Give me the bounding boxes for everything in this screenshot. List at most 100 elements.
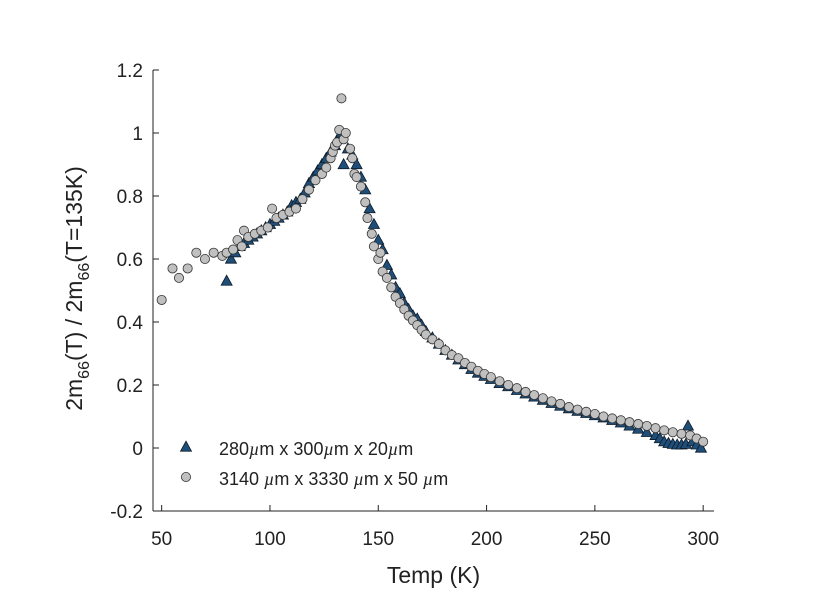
legend-label-part: µ — [388, 439, 398, 459]
legend-label-part: 280 — [219, 439, 249, 459]
y-tick-label: 0.4 — [117, 313, 144, 334]
circle-point — [667, 427, 678, 438]
y-tick-label: 1 — [132, 124, 143, 145]
circle-point — [624, 417, 635, 428]
circle-point — [267, 203, 278, 214]
circle-point — [589, 408, 600, 419]
circle-point — [563, 402, 574, 413]
legend-marker — [180, 471, 191, 482]
circle-point — [650, 423, 661, 434]
circle-point — [615, 415, 626, 426]
legend-label-part: m x 300 — [259, 439, 323, 459]
x-tick-label: 50 — [151, 529, 172, 550]
circle-point — [351, 172, 362, 183]
y-tick-label: 1.2 — [117, 61, 143, 82]
circle-point — [633, 419, 644, 430]
legend-label-part: m x 50 — [364, 469, 423, 489]
circle-point — [529, 390, 540, 401]
circle-point — [362, 213, 373, 224]
triangle-point — [363, 201, 376, 214]
circle-point — [698, 436, 709, 447]
circle-point — [366, 228, 377, 239]
legend-label-part: 3140 — [219, 469, 264, 489]
triangle-point — [640, 425, 654, 437]
x-tick-label: 150 — [362, 529, 394, 550]
circle-point — [182, 263, 193, 274]
circle-point — [511, 383, 522, 394]
circle-point — [537, 393, 548, 404]
circle-point — [236, 241, 247, 252]
legend-label-part: m — [398, 439, 413, 459]
legend-item: 3140 µm x 3330 µm x 50 µm — [180, 469, 448, 489]
circle-point — [360, 197, 371, 208]
circle-point — [355, 181, 366, 192]
circle-point — [303, 184, 314, 195]
x-axis-label: Temp (K) — [387, 562, 480, 588]
triangle-point — [367, 217, 381, 229]
legend-label-part: m x 20 — [334, 439, 388, 459]
circle-point — [368, 241, 379, 252]
legend-label: 3140 µm x 3330 µm x 50 µm — [219, 469, 448, 489]
legend-label: 280µm x 300µm x 20µm — [219, 439, 413, 459]
circle-point — [336, 93, 347, 104]
x-ticks: 50 100 150 200 250 300 — [151, 505, 719, 550]
y-axis-label: 2m66(T) / 2m66(T=135K) — [61, 166, 93, 411]
y-label-part: (T) / 2m — [61, 281, 87, 362]
series-circles — [156, 93, 709, 447]
legend-label-part: µ — [323, 439, 333, 459]
circle-point — [167, 263, 178, 274]
legend-marker — [179, 440, 193, 452]
legend-item: 280µm x 300µm x 20µm — [179, 439, 413, 459]
circle-point — [191, 247, 202, 258]
circle-point — [572, 404, 583, 415]
axes: 50 100 150 200 250 300 -0.2 0 0.2 0.4 0.6 0.8 1 1.2 — [110, 61, 719, 550]
legend-label-part: m — [433, 469, 448, 489]
circle-point — [520, 386, 531, 397]
circle-point — [340, 127, 351, 138]
y-tick-label: 0 — [132, 439, 143, 460]
triangle-point — [220, 274, 233, 286]
circle-point — [607, 413, 618, 424]
y-label-part: (T=135K) — [61, 166, 87, 263]
legend-label-part: µ — [249, 439, 259, 459]
circle-point — [381, 272, 392, 283]
y-tick-label: -0.2 — [110, 502, 143, 523]
circle-point — [156, 294, 167, 305]
legend-label-part: µ — [264, 469, 274, 489]
legend-label-part: µ — [423, 469, 433, 489]
triangle-point — [681, 419, 695, 431]
circle-point — [310, 175, 321, 186]
x-tick-label: 100 — [254, 529, 286, 550]
circle-point — [659, 425, 670, 436]
y-ticks: -0.2 0 0.2 0.4 0.6 0.8 1 1.2 — [110, 61, 159, 523]
circle-point — [290, 203, 301, 214]
triangle-point — [224, 252, 238, 264]
circle-point — [641, 420, 652, 431]
circle-point — [347, 153, 358, 164]
circle-point — [321, 162, 332, 173]
y-tick-label: 0.6 — [117, 250, 143, 271]
circle-point — [345, 143, 356, 154]
circle-point — [386, 282, 397, 293]
x-tick-label: 300 — [687, 529, 719, 550]
circle-point — [173, 272, 184, 283]
legend-label-part: µ — [353, 469, 363, 489]
circle-point — [208, 247, 219, 258]
circle-point — [503, 379, 514, 390]
circle-point — [676, 428, 687, 439]
legend-label-part: m x 3330 — [274, 469, 353, 489]
circle-point — [555, 398, 566, 409]
x-tick-label: 250 — [579, 529, 611, 550]
series-triangles — [220, 126, 708, 453]
y-label-subscript: 66 — [76, 361, 93, 379]
y-label-subscript: 66 — [76, 263, 93, 281]
circle-point — [375, 247, 386, 258]
triangle-point — [337, 157, 350, 170]
circle-point — [485, 372, 496, 383]
y-label-part: 2m — [61, 379, 87, 411]
y-tick-label: 0.2 — [117, 376, 143, 397]
triangle-point — [350, 157, 363, 170]
circle-point — [546, 396, 557, 407]
